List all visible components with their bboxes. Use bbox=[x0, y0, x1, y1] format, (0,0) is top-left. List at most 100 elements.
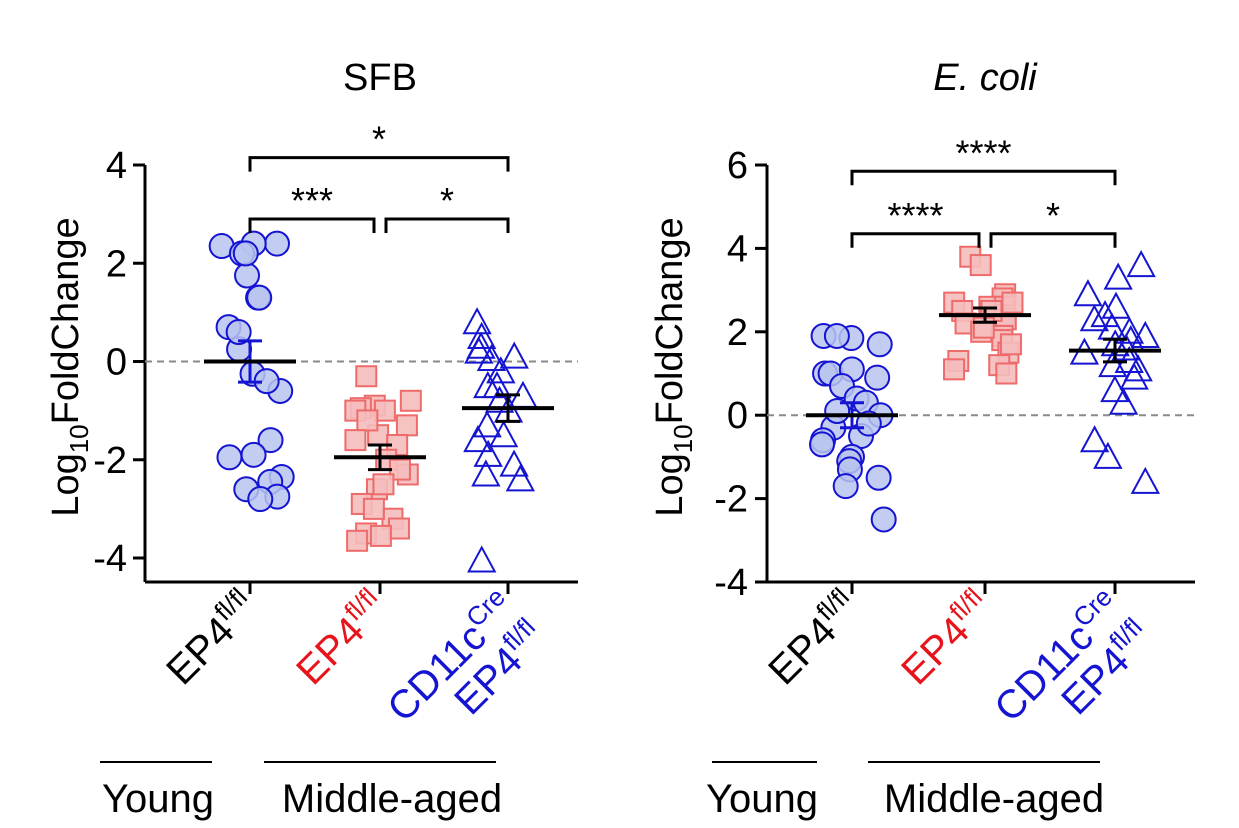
data-point-circle bbox=[225, 319, 252, 346]
data-point-triangle bbox=[1093, 441, 1123, 469]
y-axis-label: Log10FoldChange bbox=[649, 217, 698, 516]
middle-aged-group-label: Middle-aged bbox=[282, 777, 502, 821]
data-point-circle bbox=[832, 473, 859, 500]
category-label: EP4fl/fl bbox=[757, 582, 869, 694]
y-tick-label: -2 bbox=[714, 479, 748, 521]
y-label-log: Log bbox=[45, 453, 87, 516]
data-point-triangle bbox=[499, 341, 529, 369]
y-label-foldchange: FoldChange bbox=[45, 217, 87, 424]
significance-label: * bbox=[440, 180, 454, 221]
y-axis-label: Log10FoldChange bbox=[45, 217, 94, 516]
data-point-circle bbox=[240, 441, 267, 468]
data-point-circle bbox=[234, 262, 261, 289]
data-point-triangle bbox=[467, 545, 497, 573]
data-point-triangle bbox=[1130, 320, 1160, 348]
data-point-triangle bbox=[473, 370, 503, 399]
category-label: EP4fl/fl bbox=[155, 582, 267, 694]
data-point-triangle bbox=[1126, 249, 1156, 278]
data-point-triangle bbox=[1098, 350, 1128, 378]
data-point-circle bbox=[263, 230, 290, 257]
data-point-circle bbox=[232, 240, 259, 267]
significance-bracket bbox=[850, 169, 1117, 186]
data-point-triangle bbox=[1100, 375, 1130, 403]
data-point-square bbox=[995, 362, 1018, 385]
data-point-circle bbox=[855, 410, 882, 437]
y-tick-label: -4 bbox=[714, 562, 748, 604]
data-point-circle bbox=[870, 506, 897, 533]
data-point-circle bbox=[246, 284, 273, 311]
data-point-triangle bbox=[1090, 300, 1120, 328]
data-point-circle bbox=[257, 427, 284, 454]
data-point-triangle bbox=[1108, 387, 1139, 415]
data-point-square bbox=[344, 429, 367, 452]
data-point-triangle bbox=[1103, 262, 1133, 290]
significance-label: * bbox=[372, 119, 386, 160]
data-point-circle bbox=[866, 331, 893, 358]
data-point-square bbox=[395, 414, 418, 437]
data-point-triangle bbox=[488, 420, 519, 448]
data-point-triangle bbox=[484, 385, 515, 413]
data-point-triangle bbox=[472, 410, 502, 438]
data-point-circle bbox=[865, 464, 892, 491]
data-point-triangle bbox=[1073, 279, 1103, 307]
data-point-triangle bbox=[466, 321, 497, 349]
y-label-foldchange: FoldChange bbox=[649, 217, 691, 424]
significance-label: **** bbox=[887, 195, 943, 236]
data-point-triangle bbox=[499, 449, 529, 477]
y-label-subscript: 10 bbox=[668, 424, 698, 453]
significance-bracket bbox=[248, 156, 510, 172]
y-label-log: Log bbox=[649, 453, 691, 516]
significance-bracket bbox=[248, 217, 376, 234]
data-point-triangle bbox=[476, 343, 507, 372]
data-point-square bbox=[399, 389, 422, 412]
y-tick-label: 6 bbox=[727, 145, 748, 187]
y-tick-label: 0 bbox=[727, 395, 748, 437]
significance-label: **** bbox=[955, 132, 1011, 173]
y-label-subscript: 10 bbox=[64, 424, 94, 453]
significance-label: * bbox=[1046, 195, 1060, 236]
data-point-triangle bbox=[1101, 291, 1131, 319]
data-point-circle bbox=[864, 364, 891, 391]
data-point-square bbox=[943, 358, 966, 381]
y-tick-label: -4 bbox=[93, 538, 127, 580]
young-group-label: Young bbox=[706, 777, 818, 821]
category-label: EP4fl/fl bbox=[285, 582, 397, 694]
data-point-square bbox=[362, 497, 385, 520]
young-group-label: Young bbox=[102, 777, 214, 821]
middle-aged-group-label: Middle-aged bbox=[884, 777, 1104, 821]
category-label: EP4fl/fl bbox=[890, 582, 1002, 694]
significance-bracket bbox=[384, 217, 510, 234]
data-point-square bbox=[969, 254, 992, 277]
data-point-triangle bbox=[1079, 425, 1110, 453]
data-point-triangle bbox=[505, 464, 536, 492]
y-tick-label: 2 bbox=[727, 312, 748, 354]
data-point-triangle bbox=[464, 336, 494, 364]
data-point-triangle bbox=[1130, 466, 1160, 494]
data-point-triangle bbox=[466, 331, 496, 359]
data-point-triangle bbox=[463, 425, 493, 453]
data-point-circle bbox=[823, 322, 850, 349]
data-point-square bbox=[355, 365, 378, 388]
data-point-square bbox=[387, 517, 410, 540]
chart-title: SFB bbox=[343, 57, 417, 99]
data-point-triangle bbox=[486, 356, 516, 384]
significance-bracket bbox=[850, 232, 981, 248]
data-point-triangle bbox=[471, 459, 501, 487]
y-tick-label: 4 bbox=[106, 145, 127, 187]
y-tick-label: 4 bbox=[727, 228, 748, 270]
data-point-circle bbox=[216, 444, 243, 471]
significance-label: *** bbox=[291, 180, 333, 221]
data-point-circle bbox=[247, 486, 274, 513]
data-point-square bbox=[372, 473, 395, 496]
data-point-square bbox=[346, 529, 369, 552]
data-point-square bbox=[999, 333, 1022, 356]
data-point-square bbox=[1001, 291, 1024, 314]
y-tick-label: 2 bbox=[106, 243, 127, 285]
y-tick-label: -2 bbox=[93, 440, 127, 482]
significance-bracket bbox=[989, 232, 1117, 248]
data-point-triangle bbox=[1119, 362, 1149, 390]
chart-title: E. coli bbox=[933, 57, 1038, 99]
